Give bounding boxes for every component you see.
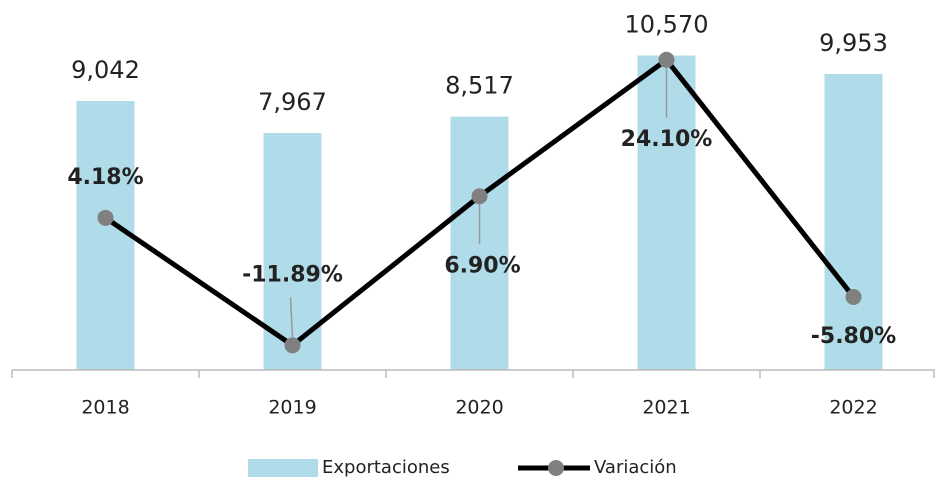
x-tick-label: 2019 bbox=[268, 397, 316, 419]
bar bbox=[76, 101, 135, 371]
line-label: 6.90% bbox=[444, 253, 520, 278]
line-marker bbox=[658, 51, 675, 68]
bar-label: 9,042 bbox=[71, 56, 140, 84]
line-label: 4.18% bbox=[67, 165, 143, 190]
line-marker bbox=[845, 289, 862, 306]
legend-marker bbox=[548, 460, 564, 476]
line-label: -5.80% bbox=[811, 324, 896, 349]
legend-label: Variación bbox=[594, 457, 677, 478]
line-label: 24.10% bbox=[621, 127, 713, 152]
line-marker bbox=[284, 337, 301, 354]
bar-label: 9,953 bbox=[819, 29, 888, 57]
bar-label: 8,517 bbox=[445, 72, 514, 100]
bar-label: 10,570 bbox=[625, 11, 709, 39]
bar-label: 7,967 bbox=[258, 88, 327, 116]
line-marker bbox=[471, 188, 488, 205]
legend-label: Exportaciones bbox=[322, 457, 450, 478]
x-tick-label: 2022 bbox=[829, 397, 877, 419]
line-marker bbox=[97, 209, 114, 226]
legend-swatch bbox=[248, 459, 318, 477]
line-label: -11.89% bbox=[242, 262, 343, 287]
bar bbox=[824, 73, 883, 370]
x-tick-label: 2018 bbox=[81, 397, 129, 419]
x-tick-label: 2021 bbox=[642, 397, 690, 419]
x-tick-label: 2020 bbox=[455, 397, 503, 419]
leader-line bbox=[289, 297, 294, 338]
